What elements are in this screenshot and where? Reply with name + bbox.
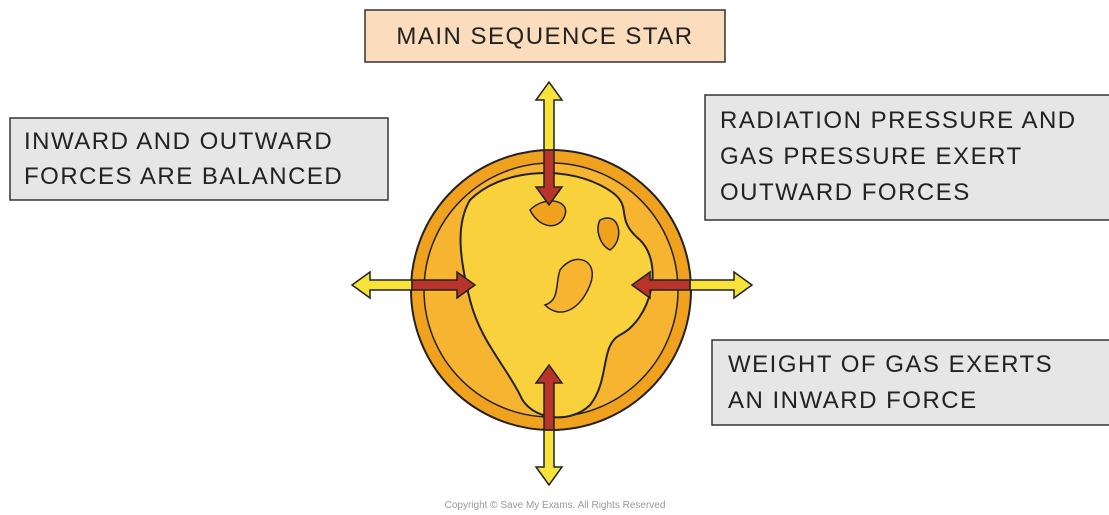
note-line: RADIATION PRESSURE AND: [720, 107, 1077, 134]
note-line: INWARD AND OUTWARD: [24, 128, 333, 155]
arrow: [536, 82, 562, 150]
arrow: [352, 272, 412, 298]
title: MAIN SEQUENCE STAR: [396, 23, 693, 50]
arrow: [536, 430, 562, 485]
arrow: [690, 272, 752, 298]
diagram: MAIN SEQUENCE STAR INWARD AND OUTWARD FO…: [0, 0, 1109, 515]
note-line: FORCES ARE BALANCED: [24, 163, 343, 190]
note-line: AN INWARD FORCE: [728, 387, 978, 414]
note-line: WEIGHT OF GAS EXERTS: [728, 351, 1053, 378]
note-line: GAS PRESSURE EXERT: [720, 143, 1023, 170]
note-line: OUTWARD FORCES: [720, 179, 971, 206]
copyright: Copyright © Save My Exams. All Rights Re…: [445, 500, 666, 511]
